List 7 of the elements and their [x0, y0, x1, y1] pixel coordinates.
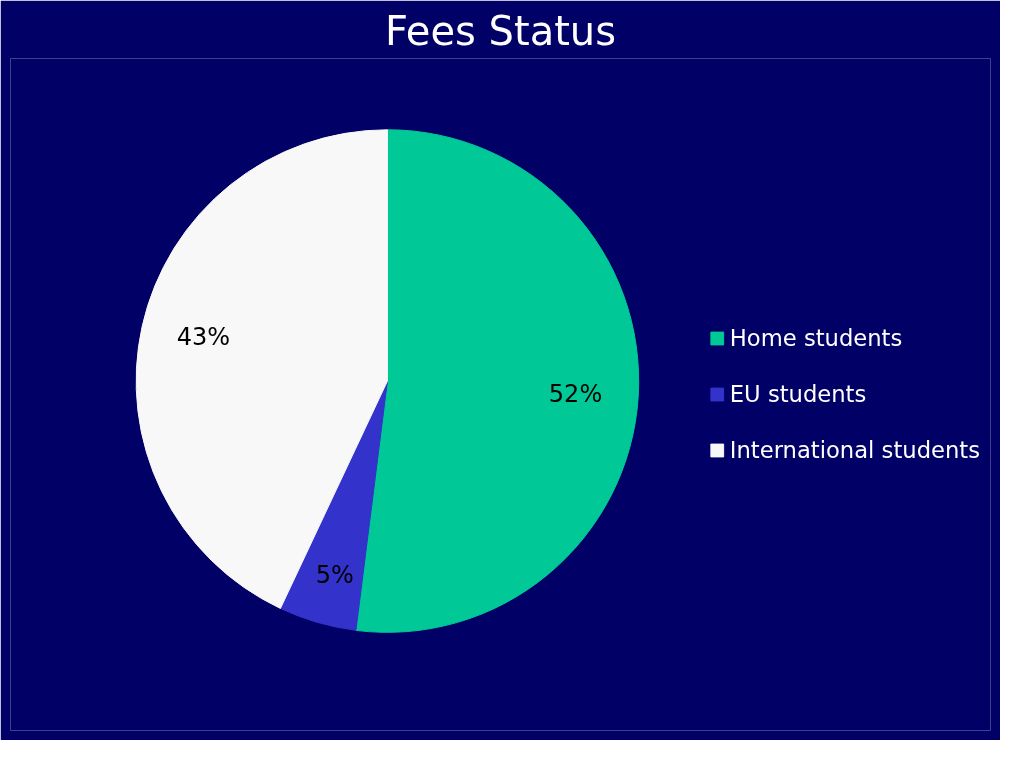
chart-title: Fees Status: [384, 7, 617, 54]
data-label: 5%: [315, 560, 354, 589]
data-label: 43%: [176, 323, 231, 352]
legend-label: Home students: [729, 325, 903, 351]
legend-label: EU students: [729, 381, 867, 407]
data-label: 52%: [548, 379, 603, 408]
legend-label: International students: [729, 437, 980, 463]
